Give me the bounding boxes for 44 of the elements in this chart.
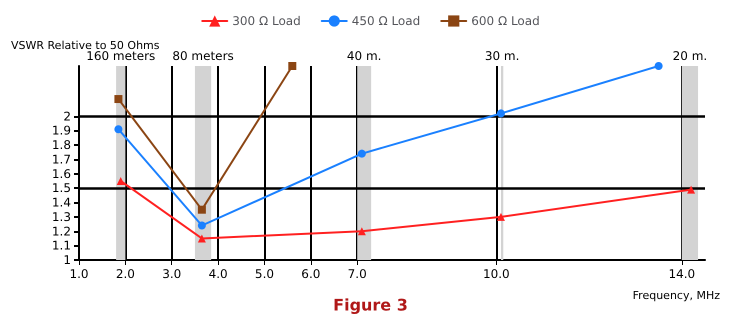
x-tick-label: 2.0 bbox=[116, 267, 135, 281]
point bbox=[288, 62, 296, 70]
legend-label: 300 Ω Load bbox=[232, 14, 301, 28]
x-tick-label: 4.0 bbox=[208, 267, 228, 281]
y-tick-label: 1.3 bbox=[52, 210, 71, 224]
y-tick-label: 2 bbox=[63, 109, 71, 124]
point bbox=[198, 234, 206, 242]
point bbox=[496, 109, 505, 118]
band-label: 160 meters bbox=[86, 49, 156, 63]
y-tick-label: 1.4 bbox=[52, 196, 71, 210]
x-tick-label: 10.0 bbox=[482, 267, 510, 281]
x-tick-label: 1.0 bbox=[69, 267, 89, 281]
point bbox=[114, 125, 122, 134]
y-tick-label: 1.7 bbox=[52, 152, 71, 166]
point bbox=[198, 222, 206, 230]
point bbox=[358, 227, 366, 236]
band-label: 20 m. bbox=[672, 49, 708, 63]
x-tick-label: 7.0 bbox=[348, 267, 367, 281]
point bbox=[116, 176, 125, 185]
point bbox=[496, 212, 505, 221]
y-tick-label: 1.1 bbox=[52, 238, 71, 253]
x-tick-label: 3.0 bbox=[162, 267, 182, 281]
point bbox=[654, 62, 663, 70]
legend-label: 600 Ω Load bbox=[471, 14, 540, 28]
x-tick-label: 14.0 bbox=[668, 267, 696, 281]
y-tick-label: 1.8 bbox=[52, 138, 71, 152]
y-tick-label: 1.5 bbox=[52, 181, 71, 196]
y-tick-label: 1.9 bbox=[52, 124, 71, 138]
y-tick-label: 1.2 bbox=[52, 224, 71, 238]
point bbox=[114, 95, 122, 104]
point bbox=[687, 186, 696, 194]
band-label: 40 m. bbox=[346, 49, 382, 63]
legend-label: 450 Ω Load bbox=[352, 14, 420, 28]
y-tick-label: 1 bbox=[63, 253, 71, 267]
point bbox=[358, 150, 366, 158]
x-tick-label: 6.0 bbox=[301, 267, 320, 281]
band-label: 80 meters bbox=[172, 49, 234, 63]
x-axis-title: Frequency, MHz bbox=[632, 289, 720, 302]
x-tick-label: 5.0 bbox=[254, 267, 274, 281]
text: Figure 3 bbox=[333, 296, 408, 314]
y-axis-title: VSWR Relative to 50 Ohms bbox=[11, 39, 160, 52]
band-label: 30 m. bbox=[484, 49, 520, 63]
point bbox=[198, 206, 206, 214]
y-tick-label: 1.6 bbox=[52, 166, 71, 181]
